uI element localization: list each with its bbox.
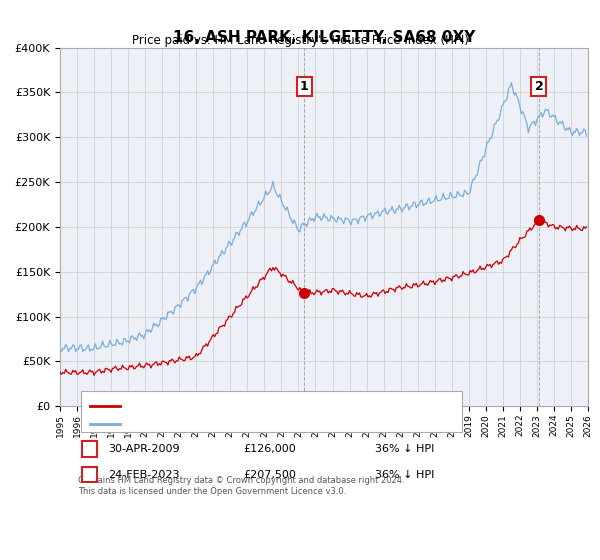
Text: HPI: Average price, detached house, Pembrokeshire: HPI: Average price, detached house, Pemb… xyxy=(126,419,409,430)
Text: 2: 2 xyxy=(535,80,544,92)
Text: £207,500: £207,500 xyxy=(243,470,296,480)
Text: 16, ASH PARK, KILGETTY, SA68 0XY (detached house): 16, ASH PARK, KILGETTY, SA68 0XY (detach… xyxy=(126,402,419,412)
Text: 36% ↓ HPI: 36% ↓ HPI xyxy=(375,444,434,454)
Text: 36% ↓ HPI: 36% ↓ HPI xyxy=(375,470,434,480)
Text: 24-FEB-2023: 24-FEB-2023 xyxy=(108,470,179,480)
Title: 16, ASH PARK, KILGETTY, SA68 0XY: 16, ASH PARK, KILGETTY, SA68 0XY xyxy=(173,30,475,45)
Text: 1: 1 xyxy=(86,444,94,454)
Text: 2: 2 xyxy=(86,470,94,480)
Text: 1: 1 xyxy=(299,80,308,92)
Text: Price paid vs. HM Land Registry's House Price Index (HPI): Price paid vs. HM Land Registry's House … xyxy=(131,34,469,47)
Text: Contains HM Land Registry data © Crown copyright and database right 2024.
This d: Contains HM Land Registry data © Crown c… xyxy=(78,476,404,496)
Text: £126,000: £126,000 xyxy=(243,444,296,454)
Text: 30-APR-2009: 30-APR-2009 xyxy=(108,444,179,454)
